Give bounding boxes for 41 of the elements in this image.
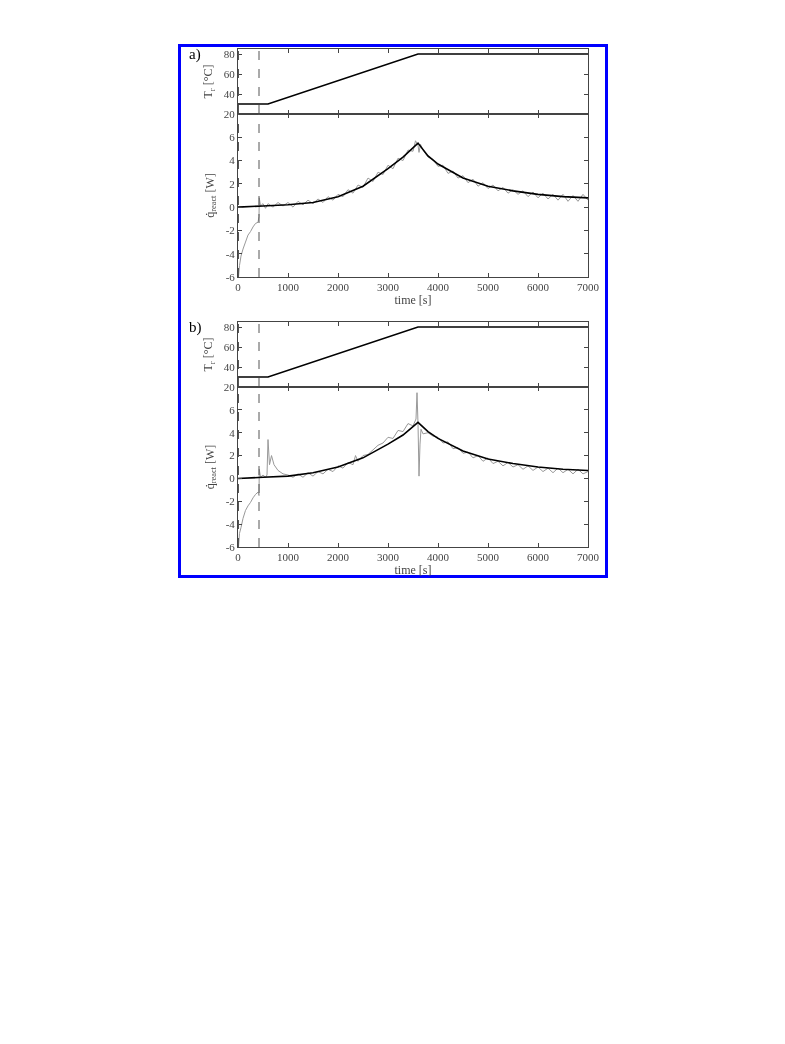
x-tick-label: 1000: [277, 551, 300, 564]
y-tick-label: 2: [229, 177, 235, 190]
y-tick-label: 0: [229, 472, 236, 485]
text: b): [189, 319, 202, 336]
y-tick-label: 0: [229, 200, 236, 213]
y-tick-label: 4: [229, 154, 236, 167]
x-tick-label: 4000: [427, 281, 450, 294]
y-tick-label: -6: [225, 540, 236, 553]
x-tick-label: 7000: [577, 281, 600, 294]
x-tick-label: 1000: [277, 281, 300, 294]
x-axis-title: time [s]: [394, 293, 432, 308]
y-tick-label: 2: [229, 449, 235, 462]
y-tick-label: 4: [229, 426, 236, 439]
y-tick-label: 40: [223, 360, 236, 373]
y-tick-label: 20: [223, 380, 236, 393]
x-tick-label: 4000: [427, 551, 450, 564]
text: a): [189, 46, 201, 63]
y-tick-label: 6: [229, 131, 236, 144]
y-tick-label: -4: [225, 517, 236, 530]
x-tick-label: 6000: [527, 281, 550, 294]
y-tick-label: 80: [223, 320, 236, 333]
y-tick-label: -6: [225, 270, 236, 283]
y-tick-label: 60: [223, 340, 236, 353]
y-tick-label: -2: [225, 224, 235, 237]
y-tick-label: -2: [225, 495, 235, 508]
y-tick-label: 40: [223, 87, 236, 100]
y-tick-label: 20: [223, 107, 236, 120]
x-tick-label: 5000: [477, 551, 500, 564]
x-tick-label: 2000: [327, 281, 350, 294]
y-tick-label: 60: [223, 67, 236, 80]
x-tick-label: 5000: [477, 281, 500, 294]
x-tick-label: 7000: [577, 551, 600, 564]
x-axis-title: time [s]: [394, 563, 432, 578]
x-tick-label: 3000: [377, 281, 400, 294]
y-tick-label: -4: [225, 247, 236, 260]
x-tick-label: 3000: [377, 551, 400, 564]
y-tick-label: 6: [229, 403, 236, 416]
line-series: [238, 421, 588, 480]
x-tick-label: 6000: [527, 551, 550, 564]
x-tick-label: 2000: [327, 551, 350, 564]
y-tick-label: 80: [223, 47, 236, 60]
